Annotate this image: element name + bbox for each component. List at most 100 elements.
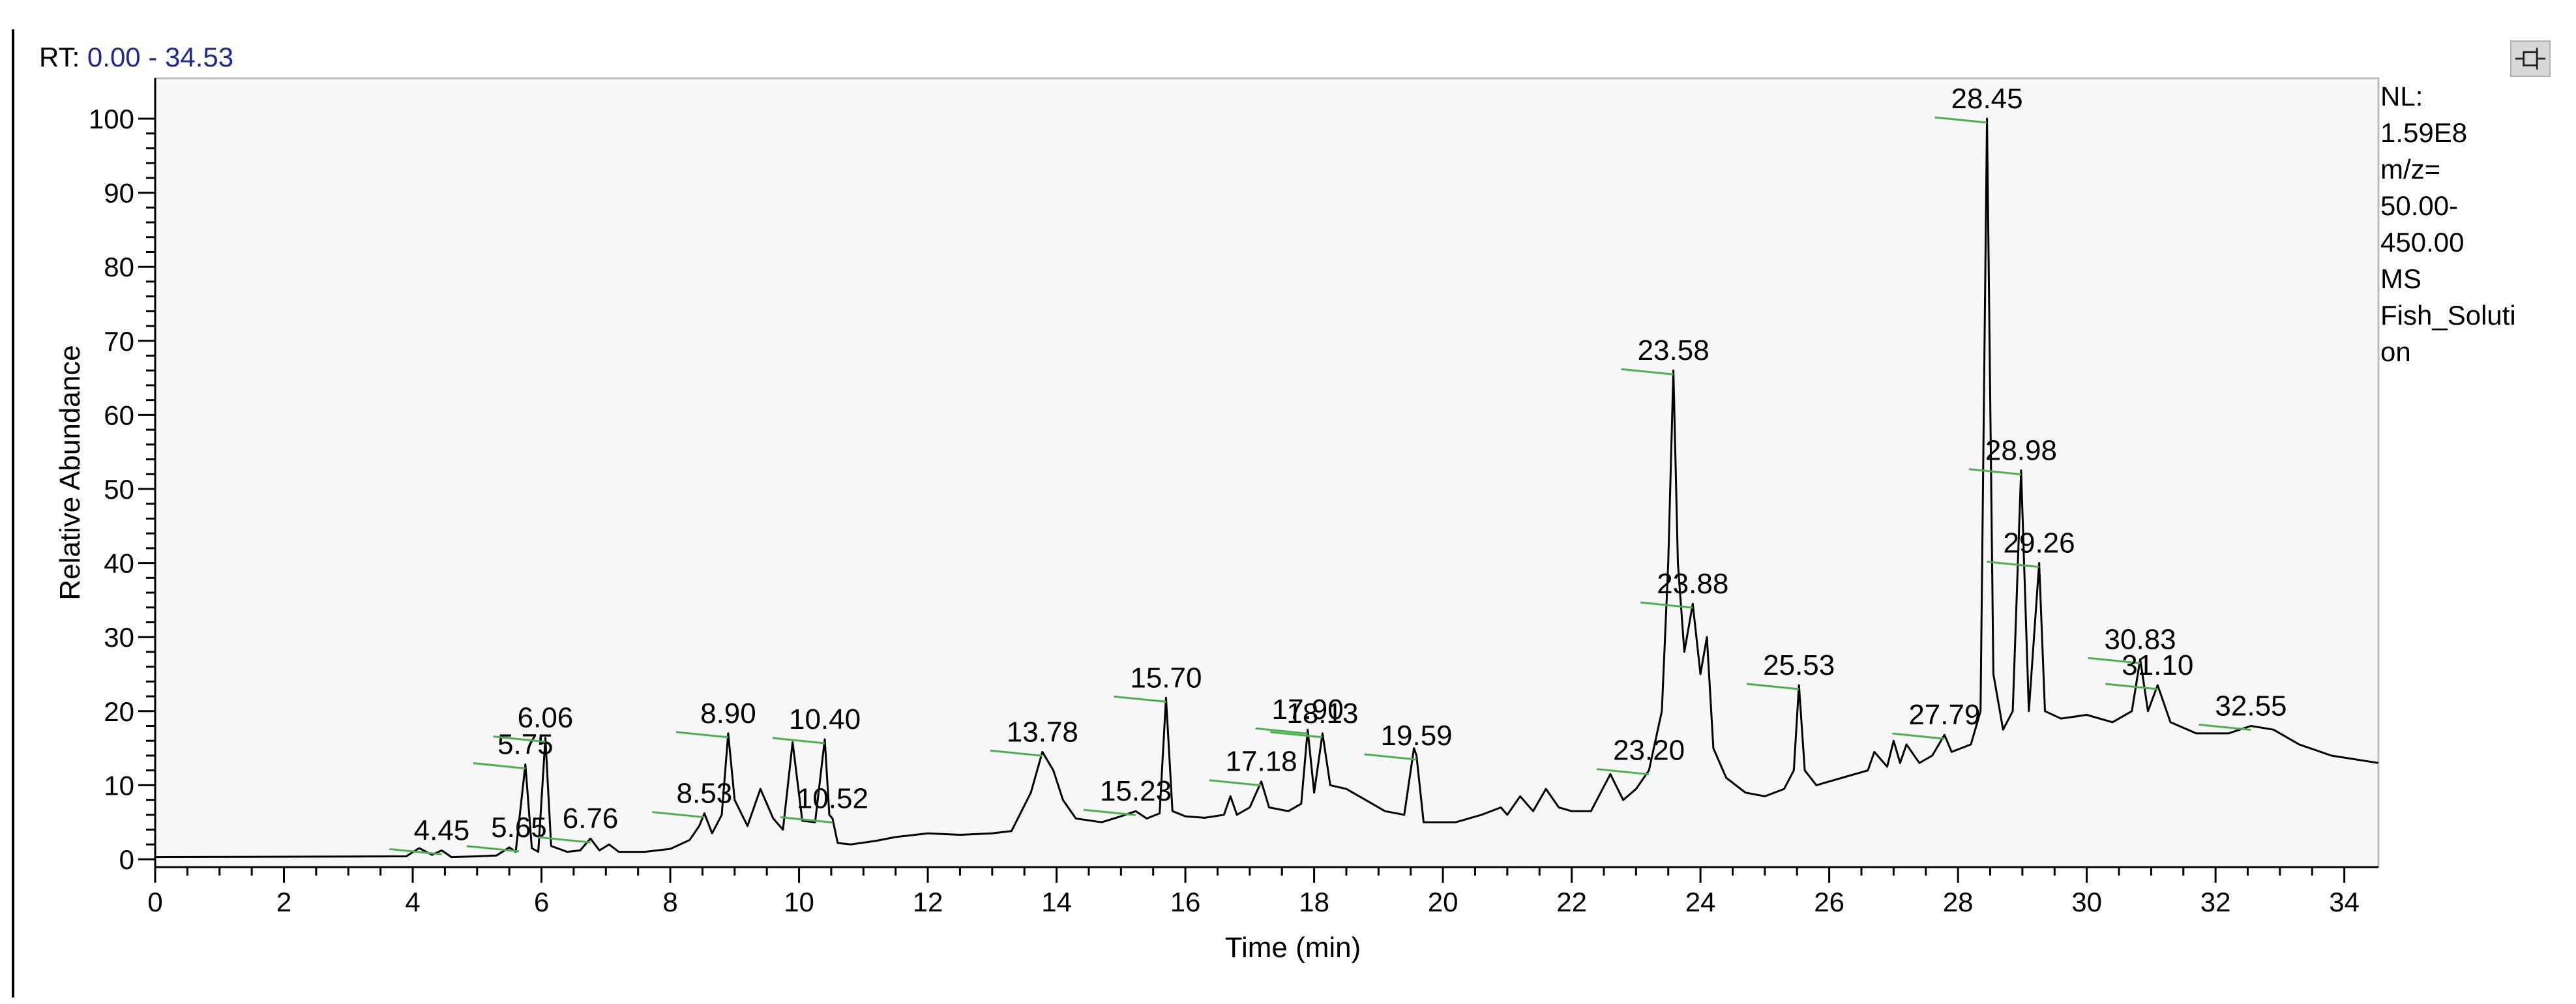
y-tick-label: 70: [104, 326, 134, 357]
peak-label: 30.83: [2105, 623, 2176, 655]
x-tick-label: 30: [2071, 887, 2102, 917]
x-tick-label: 0: [147, 887, 162, 917]
peak-marker: [1209, 779, 1262, 787]
peak-marker: [990, 749, 1043, 757]
x-tick-label: 28: [1943, 887, 1974, 917]
y-tick-label: 60: [104, 400, 134, 430]
pin-icon: [2515, 48, 2546, 70]
peak-label: 23.20: [1613, 735, 1685, 767]
peak-label: 19.59: [1381, 720, 1453, 752]
peak-label: 29.26: [2004, 527, 2075, 559]
peak-marker: [675, 731, 729, 739]
y-tick-label: 10: [104, 770, 134, 801]
x-axis-title: Time (min): [1225, 932, 1361, 964]
y-tick-label: 0: [119, 844, 134, 875]
x-tick-label: 18: [1299, 887, 1329, 917]
x-tick-label: 32: [2200, 887, 2231, 917]
peak-marker: [1892, 732, 1945, 740]
peak-label: 31.10: [2122, 649, 2193, 681]
rt-range-value: 0.00 - 34.53: [87, 42, 234, 72]
peak-marker: [2105, 683, 2158, 690]
peak-label: 25.53: [1763, 649, 1835, 681]
rt-prefix: RT:: [39, 42, 80, 72]
y-tick-label: 50: [104, 474, 134, 505]
peak-label: 8.90: [700, 698, 756, 730]
rt-range-header: RT: 0.00 - 34.53: [39, 42, 233, 73]
peak-label: 6.76: [563, 803, 619, 834]
y-tick-label: 80: [104, 252, 134, 282]
peak-label: 8.53: [677, 778, 733, 810]
chromatogram-trace: [155, 117, 2379, 859]
peak-label: 28.45: [1951, 83, 2023, 115]
peak-marker: [1083, 808, 1136, 816]
peak-marker: [1987, 561, 2039, 568]
peak-label: 23.58: [1638, 334, 1710, 366]
peak-marker: [538, 836, 591, 844]
peak-marker: [2198, 724, 2251, 731]
y-tick-label: 20: [104, 696, 134, 727]
info-line: m/z=: [2380, 154, 2441, 185]
peak-label: 27.79: [1908, 699, 1980, 731]
peak-label: 4.45: [414, 814, 470, 846]
info-line: Fish_Soluti: [2380, 300, 2516, 331]
x-tick-label: 14: [1041, 887, 1072, 917]
peak-marker: [1270, 731, 1323, 739]
x-tick-label: 34: [2329, 887, 2360, 917]
info-line: 50.00-: [2380, 190, 2459, 221]
info-line: 450.00: [2380, 227, 2465, 258]
peak-marker: [1968, 468, 2022, 476]
peak-marker: [1114, 695, 1166, 703]
peak-marker: [772, 737, 825, 745]
peak-label: 18.13: [1286, 698, 1358, 730]
y-axis-title: Relative Abundance: [54, 345, 86, 600]
peak-label: 6.06: [518, 702, 574, 734]
peak-marker: [1364, 753, 1417, 761]
peak-label: 32.55: [2215, 690, 2287, 722]
info-line: 1.59E8: [2380, 117, 2468, 148]
info-line: on: [2380, 336, 2411, 367]
peak-marker: [780, 816, 833, 824]
pin-button[interactable]: [2510, 40, 2551, 77]
peak-marker: [1596, 768, 1650, 776]
peak-marker: [1255, 727, 1308, 735]
peak-label: 15.70: [1130, 662, 1202, 694]
peak-marker: [1621, 368, 1674, 376]
x-axis: 0 2 4 6 8 10 12 14 16 18 20 22 24 26 28 30 32 34: [147, 866, 2378, 917]
x-tick-label: 20: [1428, 887, 1458, 917]
peak-marker: [2088, 657, 2140, 664]
peak-label: 17.90: [1272, 694, 1344, 726]
peak-label: 5.65: [491, 812, 547, 844]
peak-marker: [1747, 683, 1799, 690]
peak-label: 23.88: [1657, 568, 1728, 600]
x-tick-label: 4: [405, 887, 420, 917]
x-tick-label: 26: [1814, 887, 1844, 917]
x-tick-label: 6: [534, 887, 549, 917]
peak-marker: [389, 848, 442, 855]
peak-marker: [652, 811, 705, 819]
peak-marker: [466, 845, 520, 853]
peak-marker: [493, 735, 546, 743]
y-axis: 0 10 20 30 40 50 60 70 80 90 100: [89, 78, 156, 875]
peak-label: 10.40: [789, 703, 861, 735]
y-tick-label: 90: [104, 178, 134, 209]
peak-marker: [1934, 116, 1987, 124]
peak-label: 13.78: [1007, 716, 1078, 748]
x-tick-label: 8: [662, 887, 677, 917]
x-tick-label: 10: [784, 887, 814, 917]
x-tick-label: 2: [276, 887, 291, 917]
peak-marker: [1640, 601, 1693, 609]
peak-label: 15.23: [1100, 775, 1172, 807]
x-tick-label: 16: [1170, 887, 1201, 917]
peak-label: 5.75: [497, 729, 554, 761]
info-line: NL:: [2380, 81, 2423, 111]
x-tick-label: 22: [1556, 887, 1587, 917]
scan-info-panel: NL: 1.59E8 m/z= 50.00- 450.00 MS Fish_So…: [2380, 78, 2516, 370]
info-line: MS: [2380, 263, 2421, 294]
peak-label: 28.98: [1985, 435, 2057, 467]
x-tick-label: 24: [1685, 887, 1716, 917]
y-tick-label: 100: [89, 104, 134, 134]
y-tick-label: 40: [104, 548, 134, 579]
peak-labels: 4.45 5.65 5.756.06 6.76 8.53 8.90 10.40 10.52 13…: [389, 83, 2287, 855]
